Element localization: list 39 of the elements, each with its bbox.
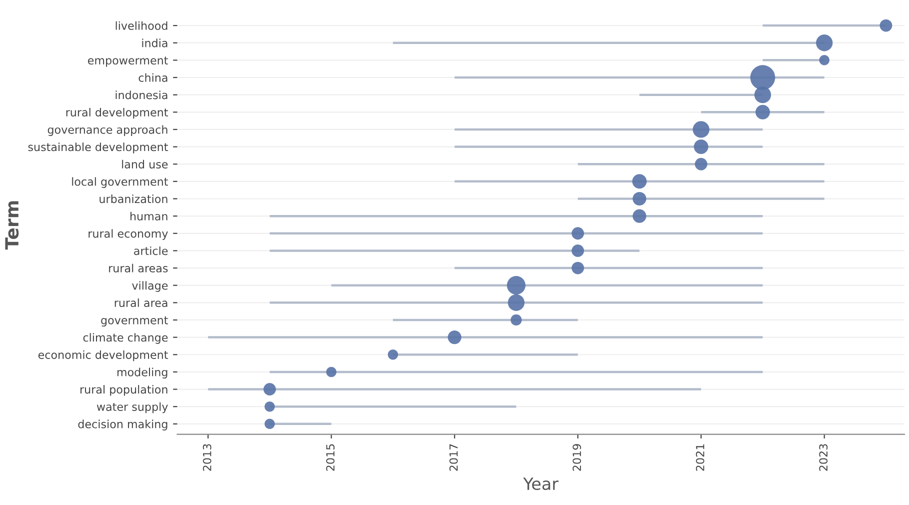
x-tick-label: 2015 — [326, 444, 335, 471]
y-tick-label: water supply — [96, 402, 168, 414]
bar — [208, 388, 702, 390]
y-tick-label: indonesia — [116, 90, 168, 100]
y-tick-label: modeling — [117, 368, 168, 378]
bar — [578, 198, 824, 200]
bar — [331, 284, 763, 286]
x-tick-label: 2013 — [202, 444, 212, 471]
y-tick-label: rural development — [66, 108, 168, 119]
x-tick-label: 2023 — [819, 444, 828, 471]
y-tick-label: empowerment — [88, 56, 168, 67]
bar — [270, 250, 640, 252]
bar — [454, 146, 763, 148]
y-tick-label: decision making — [78, 420, 168, 430]
y-axis-title: Term — [5, 201, 19, 250]
bar — [270, 302, 763, 304]
y-tick-label: rural economy — [88, 229, 168, 240]
y-tick-label: india — [142, 38, 168, 48]
y-tick-label: livelihood — [116, 21, 168, 30]
y-tick-label: rural area — [114, 298, 168, 308]
y-tick-label: china — [138, 73, 168, 82]
y-tick-label: village — [132, 281, 168, 292]
x-tick-label: 2021 — [696, 444, 704, 471]
y-tick-label: rural areas — [109, 264, 168, 272]
y-tick-label: climate change — [83, 333, 168, 344]
y-tick-label: rural population — [80, 385, 168, 396]
x-tick-label: 2019 — [572, 444, 582, 471]
y-tick-label: land use — [122, 160, 168, 168]
bar — [208, 336, 763, 338]
y-tick-label: human — [130, 212, 168, 220]
x-tick-label: 2017 — [449, 444, 458, 471]
y-tick-label: local government — [72, 177, 168, 188]
y-tick-label: governance approach — [48, 125, 168, 136]
y-tick-label: sustainable development — [28, 142, 168, 154]
y-tick-label: article — [134, 246, 168, 256]
y-tick-label: economic development — [38, 350, 168, 362]
y-tick-label: government — [101, 316, 168, 327]
y-tick-label: urbanization — [100, 194, 168, 204]
x-axis-title: Year — [523, 478, 558, 490]
